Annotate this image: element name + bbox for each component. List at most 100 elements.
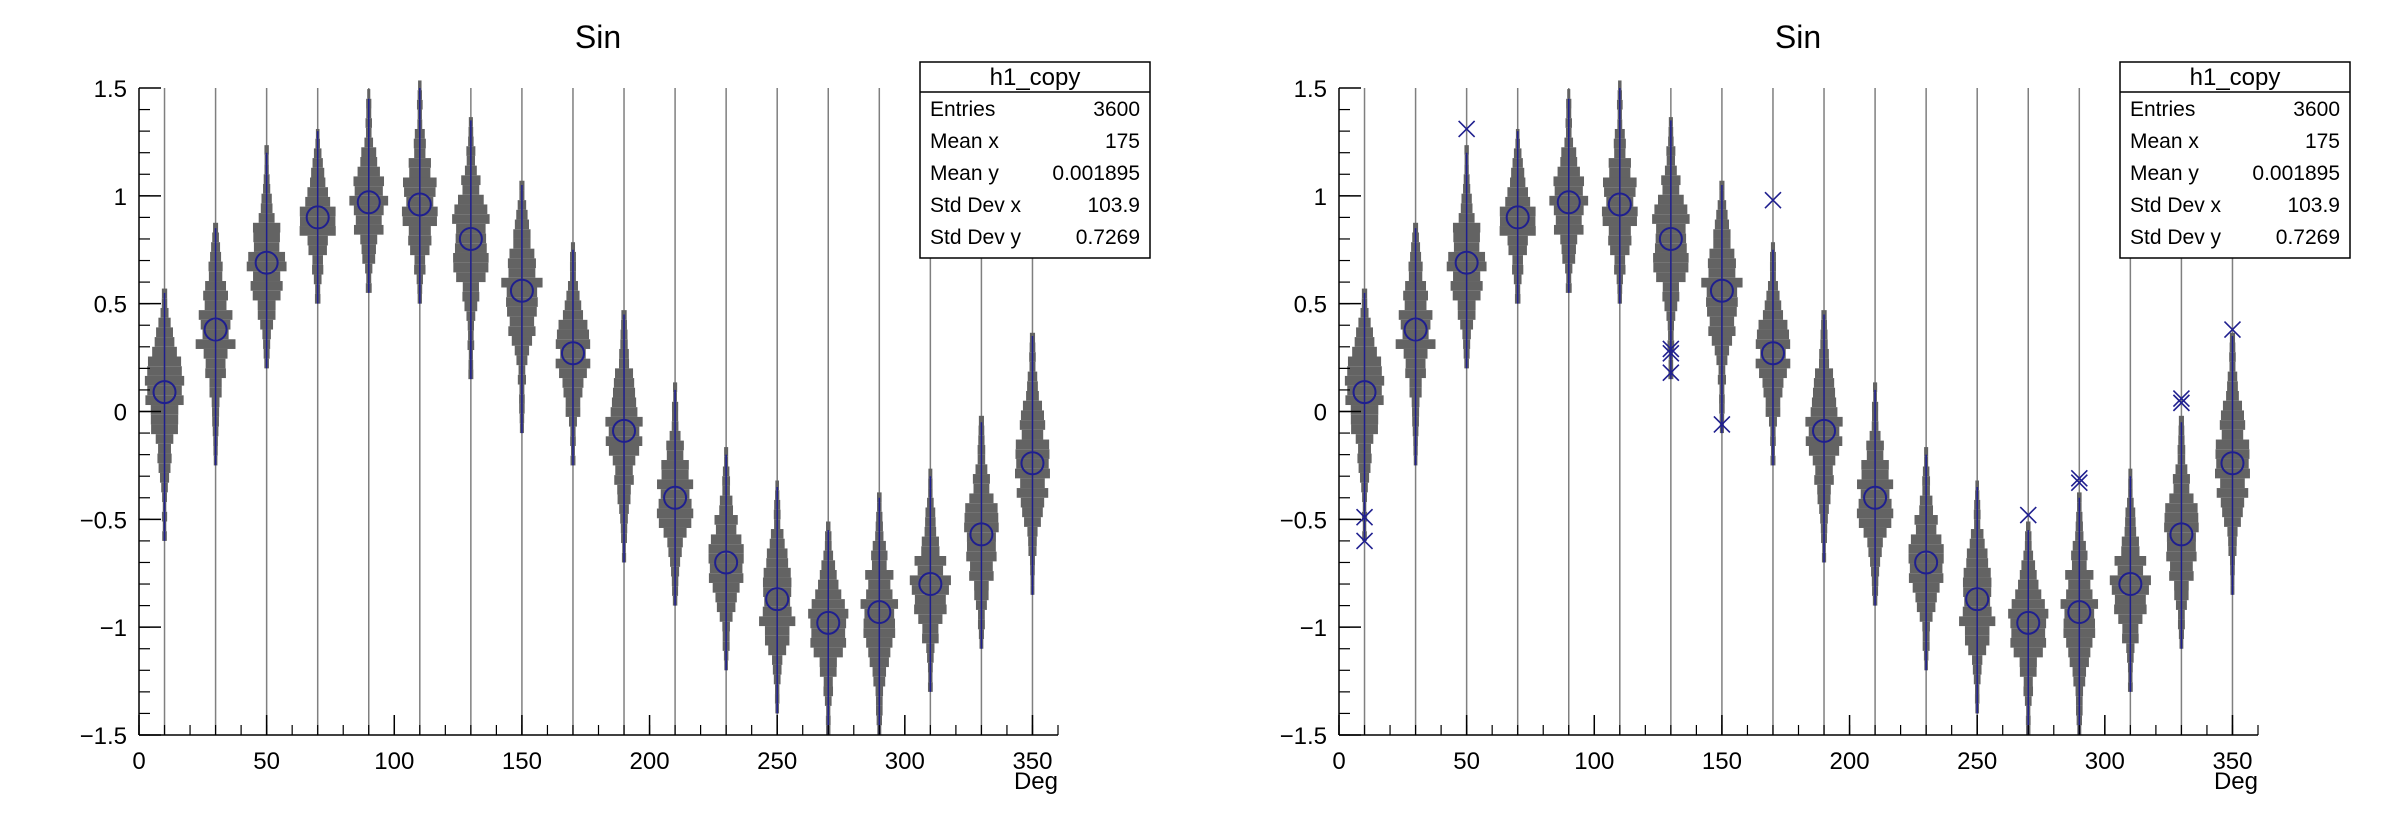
- stats-box-title: h1_copy: [2190, 64, 2281, 91]
- stats-row-value: 103.9: [1087, 194, 1140, 217]
- outlier-marker: [2172, 394, 2190, 412]
- y-ticks: 1.5 1 0.5 0 −0.5 −1 −1.5: [80, 76, 161, 750]
- violin-50: [246, 145, 287, 369]
- mean-marker: [867, 600, 892, 625]
- violin-170: [1755, 242, 1791, 466]
- violin-270: [808, 521, 849, 735]
- outlier-marker: [1662, 344, 1680, 362]
- violin-290: [2060, 492, 2099, 735]
- outlier-stroke: [2172, 389, 2190, 408]
- outlier-marker: [1764, 191, 1782, 209]
- stats-row-label: Std Dev x: [930, 194, 1022, 217]
- violin-310: [909, 468, 951, 692]
- stats-row-label: Std Dev y: [2130, 226, 2222, 249]
- violin-bin: [1618, 80, 1622, 91]
- violin-bin: [673, 382, 678, 393]
- outlier-stroke: [1662, 340, 1680, 358]
- violin-bin: [2128, 468, 2133, 479]
- mean-marker: [1352, 380, 1377, 405]
- violin-150: [501, 180, 543, 434]
- y-tick-label: 1: [114, 184, 127, 211]
- violin-bin: [775, 480, 780, 491]
- stats-row-value: 0.7269: [2276, 226, 2340, 249]
- mean-marker: [714, 550, 739, 575]
- violin-10: [144, 288, 185, 541]
- outlier-stroke: [1764, 191, 1782, 209]
- outlier-marker: [1662, 364, 1680, 382]
- violin-290: [860, 492, 899, 735]
- stats-row-label: Entries: [2130, 98, 2195, 121]
- outlier-stroke: [1662, 344, 1680, 362]
- violin-210: [1856, 382, 1894, 606]
- violin-350: [2214, 332, 2250, 595]
- mean-marker: [1556, 190, 1581, 215]
- violin-bin: [826, 521, 831, 532]
- outlier-stroke: [2172, 394, 2190, 412]
- mean-marker: [1914, 550, 1939, 575]
- x-axis-label: Deg: [1014, 768, 1058, 795]
- outlier-stroke: [1662, 364, 1680, 382]
- stats-row-label: Std Dev y: [930, 226, 1022, 249]
- mean-marker: [560, 341, 585, 366]
- violin-230: [1908, 447, 1944, 671]
- stats-row-label: Mean y: [2130, 162, 2199, 185]
- y-tick-label: 1.5: [94, 76, 127, 103]
- violin-bin: [367, 89, 371, 99]
- outlier-stroke: [2070, 474, 2088, 492]
- mean-marker: [2169, 522, 2194, 547]
- y-tick-label: −1: [1300, 615, 1327, 642]
- grid-lines: [1363, 88, 2234, 735]
- stats-row-label: Mean x: [2130, 130, 2199, 153]
- mean-marker: [1812, 418, 1837, 443]
- violin-bin: [1464, 145, 1469, 155]
- violin-110: [1601, 80, 1638, 304]
- x-tick-label: 200: [630, 748, 670, 775]
- y-tick-label: −0.5: [80, 507, 127, 534]
- violin-90: [1549, 89, 1589, 293]
- mean-marker: [509, 278, 534, 303]
- outlier-marker: [2172, 389, 2190, 408]
- outlier-marker: [1458, 120, 1476, 138]
- violin-30: [1395, 222, 1436, 466]
- violin-bin: [1975, 480, 1980, 491]
- x-axis-label: Deg: [2214, 768, 2258, 795]
- violin-70: [299, 128, 336, 304]
- mean-marker: [152, 380, 177, 405]
- violin-250: [1959, 480, 1996, 714]
- x-tick-label: 250: [1957, 748, 1997, 775]
- violin-bin: [213, 222, 219, 233]
- violin-330: [2164, 415, 2199, 649]
- x-tick-label: 350: [1012, 748, 1052, 775]
- mean-marker: [1760, 341, 1785, 366]
- stats-box-frame: [919, 61, 1151, 259]
- x-tick-label: 350: [2212, 748, 2252, 775]
- grid-lines: [163, 88, 1034, 735]
- violin-210: [656, 382, 694, 606]
- mean-marker: [1505, 205, 1530, 230]
- violin-190: [1805, 310, 1843, 563]
- outlier-stroke: [1458, 120, 1476, 138]
- violin-bin: [1873, 382, 1878, 393]
- mean-marker: [203, 317, 228, 342]
- mean-marker: [1607, 192, 1632, 217]
- x-tick-label: 0: [132, 748, 145, 775]
- violin-bin: [2077, 492, 2082, 503]
- violin-bin: [2026, 521, 2031, 532]
- violin-270: [2008, 521, 2049, 735]
- stats-row-value: 0.001895: [2252, 162, 2340, 185]
- stats-box: h1_copy Entries 3600 Mean x 175 Mean y 0.00189…: [2119, 61, 2351, 259]
- violin-bin: [877, 492, 882, 503]
- outlier-stroke: [2223, 320, 2242, 339]
- stats-row-label: Std Dev x: [2130, 194, 2222, 217]
- x-tick-label: 0: [1332, 748, 1345, 775]
- violin-190: [605, 310, 643, 563]
- y-tick-label: 0.5: [94, 292, 127, 319]
- x-tick-label: 300: [885, 748, 925, 775]
- violin-50: [1446, 145, 1487, 369]
- x-tick-label: 100: [374, 748, 414, 775]
- violin-150: [1701, 180, 1743, 434]
- mean-marker: [407, 192, 432, 217]
- outlier-marker: [2070, 474, 2088, 492]
- outlier-stroke: [2070, 469, 2088, 487]
- mean-marker: [2067, 600, 2092, 625]
